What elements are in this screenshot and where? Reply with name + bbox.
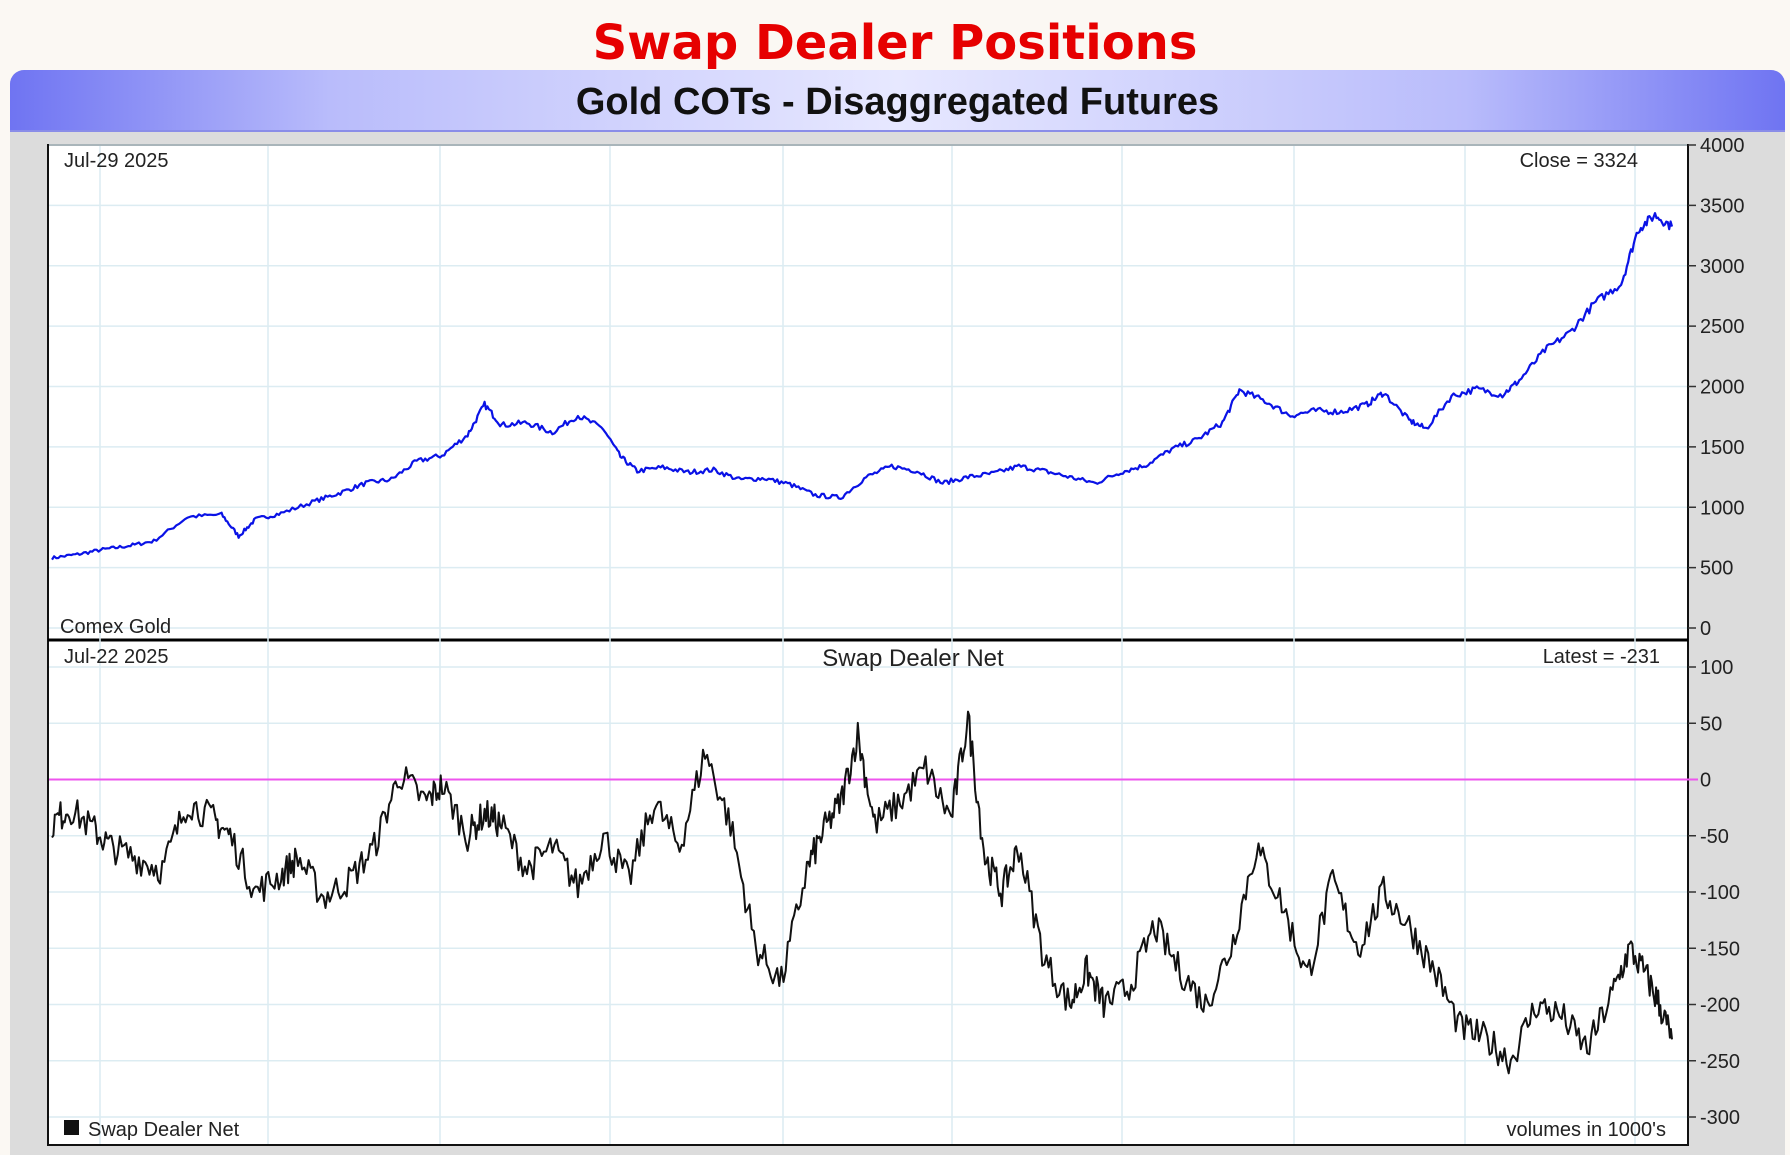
net-ytick-label: -100 [1700,882,1740,904]
net-ytick-label: -150 [1700,938,1740,960]
net-ytick-label: -250 [1700,1051,1740,1073]
net-chart-title: Swap Dealer Net [822,645,1004,672]
price-ytick-label: 1000 [1700,497,1745,519]
net-series-line [51,710,1673,1075]
page-title: Swap Dealer Positions [592,15,1198,71]
net-ytick-label: -50 [1700,826,1729,848]
price-ytick-label: 3500 [1700,195,1745,217]
price-ytick-label: 4000 [1700,135,1745,157]
price-ytick-label: 2500 [1700,316,1745,338]
net-ytick-label: -300 [1700,1107,1740,1129]
panel-title: Gold COTs - Disaggregated Futures [575,81,1220,123]
price-series-line [51,212,1674,561]
net-latest-label: Latest = -231 [1543,646,1660,668]
price-plot-bg [47,144,1689,641]
price-ytick-label: 1500 [1700,437,1745,459]
net-ytick-label: -200 [1700,995,1740,1017]
volume-note: volumes in 1000's [1507,1119,1666,1141]
price-ytick-label: 0 [1700,618,1711,640]
price-close-label: Close = 3324 [1520,150,1638,172]
legend-swatch [64,1120,79,1135]
price-ytick-label: 500 [1700,558,1733,580]
net-ytick-label: 50 [1700,713,1722,735]
net-ytick-label: 0 [1700,770,1711,792]
legend-label: Swap Dealer Net [88,1119,240,1141]
panel-header: Gold COTs - Disaggregated Futures [10,70,1785,132]
net-date-label: Jul-22 2025 [64,646,169,668]
price-ytick-label: 2000 [1700,377,1745,399]
price-date-label: Jul-29 2025 [64,150,169,172]
price-series-label: Comex Gold [60,616,171,638]
net-ytick-label: 100 [1700,657,1733,679]
price-ytick-label: 3000 [1700,256,1745,278]
